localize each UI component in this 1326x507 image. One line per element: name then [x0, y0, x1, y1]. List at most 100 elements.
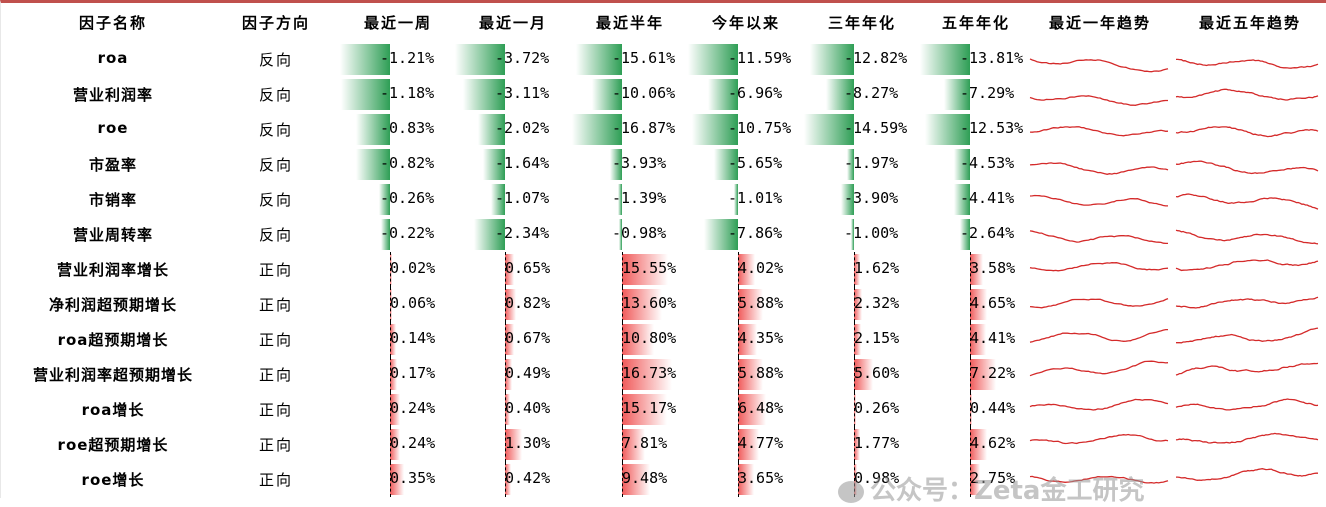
- sparkline-path: [1029, 230, 1168, 245]
- sparkline-path: [1029, 58, 1169, 73]
- zero-axis: [970, 252, 971, 287]
- trend-5y-sparkline: [1175, 193, 1319, 210]
- zero-axis: [970, 462, 971, 497]
- negative-bar: [610, 149, 622, 180]
- zero-axis: [854, 252, 855, 287]
- value-label: -2.64%: [960, 224, 1015, 242]
- negative-bar: [490, 184, 505, 215]
- zero-axis: [970, 392, 971, 427]
- positive-bar: [622, 359, 672, 390]
- sparkline-path: [1029, 126, 1169, 137]
- value-cell: -1.39%: [572, 182, 688, 217]
- trend-5y-sparkline: [1175, 160, 1319, 175]
- value-cell: 0.65%: [455, 252, 571, 287]
- factor-name: 营业利润率: [72, 86, 153, 104]
- zero-axis: [738, 392, 739, 427]
- value-label: -3.90%: [844, 189, 899, 207]
- value-label: 9.48%: [622, 469, 668, 487]
- value-cell: 5.88%: [688, 287, 804, 322]
- value-label: -1.39%: [612, 189, 667, 207]
- column-header-3: 最近一月: [478, 14, 547, 32]
- sparkline-path: [1175, 126, 1319, 138]
- zero-axis: [738, 357, 739, 392]
- value-label: 0.67%: [505, 329, 551, 347]
- negative-bar: [379, 184, 390, 215]
- negative-bar: [572, 114, 622, 145]
- sparkline-path: [1029, 262, 1169, 272]
- value-cell: 1.30%: [455, 427, 571, 462]
- zero-axis: [505, 322, 506, 357]
- value-label: -2.02%: [495, 119, 550, 137]
- value-label: -0.83%: [380, 119, 435, 137]
- sparkline-path: [1029, 328, 1168, 343]
- value-label: -7.29%: [960, 84, 1015, 102]
- value-label: 4.02%: [738, 259, 784, 277]
- zero-axis: [622, 287, 623, 322]
- value-label: 0.44%: [970, 399, 1016, 417]
- positive-bar: [738, 429, 759, 460]
- trend-1y-sparkline: [1029, 398, 1169, 411]
- value-cell: -2.64%: [920, 217, 1036, 252]
- value-cell: 0.40%: [455, 392, 571, 427]
- trend-5y-sparkline: [1175, 88, 1319, 101]
- negative-bar: [592, 79, 622, 110]
- value-cell: 7.22%: [920, 357, 1036, 392]
- value-cell: -14.59%: [804, 112, 920, 147]
- value-cell: 0.82%: [455, 287, 571, 322]
- trend-5y-sparkline: [1175, 229, 1319, 245]
- factor-direction: 正向: [258, 261, 293, 279]
- factor-direction: 反向: [258, 51, 293, 69]
- table-row: roa超预期增长 正向 0.14% 0.67% 10.80% 4.35% 2.15% 4.41…: [0, 322, 1326, 357]
- value-cell: 4.41%: [920, 322, 1036, 357]
- value-cell: -3.93%: [572, 147, 688, 182]
- value-cell: 0.17%: [340, 357, 456, 392]
- column-header-9: 最近五年趋势: [1198, 14, 1301, 32]
- positive-bar: [854, 289, 862, 320]
- value-cell: -7.86%: [688, 217, 804, 252]
- factor-direction: 反向: [258, 86, 293, 104]
- value-label: 10.80%: [622, 329, 677, 347]
- sparkline-path: [1175, 160, 1319, 175]
- negative-bar: [825, 79, 854, 110]
- positive-bar: [390, 394, 400, 425]
- factor-direction: 反向: [258, 156, 293, 174]
- value-label: 1.77%: [854, 434, 900, 452]
- negative-bar: [733, 184, 738, 215]
- positive-bar: [505, 289, 517, 320]
- negative-bar: [355, 114, 390, 145]
- value-label: 1.62%: [854, 259, 900, 277]
- value-label: 0.98%: [854, 469, 900, 487]
- value-label: 0.26%: [854, 399, 900, 417]
- column-header-1: 因子方向: [241, 14, 310, 32]
- value-cell: -15.61%: [572, 42, 688, 77]
- value-cell: 5.60%: [804, 357, 920, 392]
- value-label: 4.35%: [738, 329, 784, 347]
- zero-axis: [390, 287, 391, 322]
- value-cell: -12.53%: [920, 112, 1036, 147]
- watermark: 公众号：Zeta金工研究: [838, 470, 1144, 507]
- factor-name: roa: [97, 49, 129, 67]
- value-cell: 1.77%: [804, 427, 920, 462]
- table-row: 营业利润率超预期增长 正向 0.17% 0.49% 16.73% 5.88% 5.60% 7.…: [0, 357, 1326, 392]
- trend-1y-sparkline: [1029, 126, 1169, 137]
- value-cell: -0.98%: [572, 217, 688, 252]
- value-cell: -1.07%: [455, 182, 571, 217]
- value-cell: 5.88%: [688, 357, 804, 392]
- value-cell: -12.82%: [804, 42, 920, 77]
- zero-axis: [854, 392, 855, 427]
- value-label: 4.77%: [738, 434, 784, 452]
- positive-bar: [390, 429, 400, 460]
- value-cell: -1.18%: [340, 77, 456, 112]
- value-label: 4.41%: [970, 329, 1016, 347]
- trend-1y-sparkline: [1029, 433, 1169, 445]
- zero-axis: [738, 427, 739, 462]
- positive-bar: [622, 324, 654, 355]
- positive-bar: [738, 289, 764, 320]
- factor-name: roe: [97, 119, 129, 137]
- zero-axis: [622, 392, 623, 427]
- value-cell: -0.22%: [340, 217, 456, 252]
- negative-bar: [804, 114, 854, 145]
- negative-bar: [455, 44, 505, 75]
- value-cell: 0.26%: [804, 392, 920, 427]
